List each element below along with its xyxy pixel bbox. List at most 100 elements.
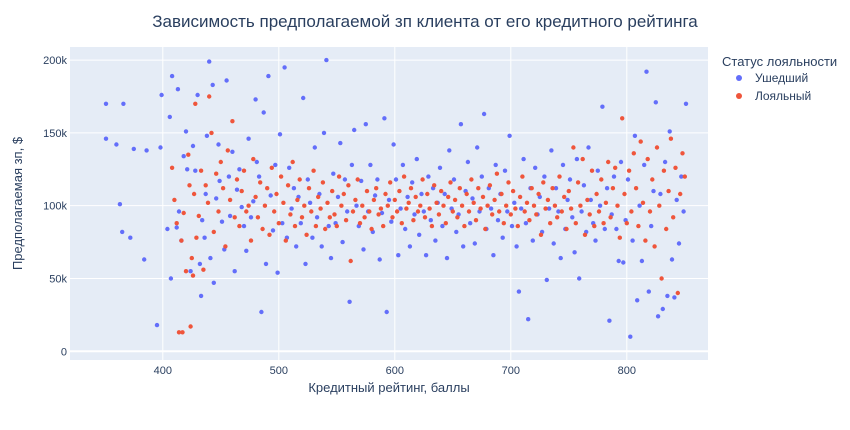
data-point-churned[interactable] [551,241,556,246]
data-point-loyal[interactable] [244,209,249,214]
data-point-loyal[interactable] [522,209,527,214]
data-point-churned[interactable] [261,110,266,115]
data-point-churned[interactable] [114,142,119,147]
data-point-churned[interactable] [676,241,682,246]
data-point-loyal[interactable] [302,203,307,208]
data-point-loyal[interactable] [267,232,272,237]
data-point-churned[interactable] [375,177,380,182]
data-point-loyal[interactable] [339,203,344,208]
data-point-churned[interactable] [131,146,136,152]
data-point-churned[interactable] [217,178,222,184]
data-point-churned[interactable] [230,149,235,154]
data-point-loyal[interactable] [562,194,567,200]
data-point-churned[interactable] [303,261,308,267]
data-point-loyal[interactable] [290,159,295,165]
data-point-churned[interactable] [198,293,204,299]
data-point-churned[interactable] [588,197,593,203]
data-point-loyal[interactable] [205,200,211,205]
data-point-loyal[interactable] [376,212,381,217]
data-point-churned[interactable] [121,101,126,107]
data-point-loyal[interactable] [527,218,532,223]
data-point-loyal[interactable] [383,191,388,197]
data-point-loyal[interactable] [490,212,495,217]
data-point-loyal[interactable] [385,203,390,208]
data-point-churned[interactable] [270,228,276,233]
data-point-loyal[interactable] [617,235,622,240]
data-point-loyal[interactable] [478,206,483,211]
data-point-churned[interactable] [683,101,689,107]
data-point-churned[interactable] [662,159,668,165]
data-point-loyal[interactable] [179,238,184,243]
data-point-churned[interactable] [611,174,617,179]
data-point-loyal[interactable] [292,223,298,229]
data-point-loyal[interactable] [362,215,367,220]
data-point-loyal[interactable] [494,171,500,176]
data-point-loyal[interactable] [325,200,330,205]
data-point-churned[interactable] [607,318,612,323]
data-point-churned[interactable] [546,206,552,211]
data-point-loyal[interactable] [480,194,486,200]
data-point-loyal[interactable] [388,180,393,185]
data-point-loyal[interactable] [571,145,576,150]
data-point-loyal[interactable] [246,203,251,208]
data-point-loyal[interactable] [459,203,465,208]
data-point-churned[interactable] [340,239,345,245]
data-point-loyal[interactable] [311,168,316,173]
data-point-churned[interactable] [253,97,258,102]
data-point-loyal[interactable] [664,226,669,232]
data-point-churned[interactable] [403,226,408,232]
data-point-churned[interactable] [461,244,466,249]
data-point-churned[interactable] [604,186,610,191]
data-point-churned[interactable] [239,204,244,210]
data-point-loyal[interactable] [520,174,525,179]
data-point-churned[interactable] [637,203,642,208]
data-point-loyal[interactable] [169,165,175,170]
data-point-loyal[interactable] [357,221,363,226]
data-point-churned[interactable] [338,140,343,146]
data-point-loyal[interactable] [448,180,453,185]
data-point-churned[interactable] [321,130,327,136]
data-point-churned[interactable] [103,136,109,141]
data-point-loyal[interactable] [640,200,646,205]
data-point-loyal[interactable] [680,151,685,156]
data-point-churned[interactable] [472,241,477,246]
data-point-churned[interactable] [521,156,526,162]
data-point-loyal[interactable] [225,148,230,153]
data-point-churned[interactable] [307,200,313,205]
data-point-loyal[interactable] [673,165,678,170]
data-point-churned[interactable] [681,209,686,214]
data-point-churned[interactable] [658,191,663,197]
data-point-loyal[interactable] [650,177,655,182]
data-point-churned[interactable] [277,132,283,137]
data-point-churned[interactable] [328,255,334,261]
data-point-loyal[interactable] [413,194,418,200]
data-point-churned[interactable] [509,223,515,229]
data-point-loyal[interactable] [343,218,349,223]
data-point-loyal[interactable] [404,206,409,211]
data-point-churned[interactable] [405,194,410,200]
data-point-churned[interactable] [412,212,417,217]
data-point-churned[interactable] [203,191,208,197]
data-point-churned[interactable] [219,219,225,224]
data-point-loyal[interactable] [633,186,639,191]
data-point-loyal[interactable] [624,221,629,226]
data-point-loyal[interactable] [441,203,446,208]
data-point-loyal[interactable] [196,213,201,219]
data-point-churned[interactable] [447,148,452,153]
data-point-churned[interactable] [574,156,580,162]
data-point-loyal[interactable] [216,209,221,214]
data-point-churned[interactable] [649,223,654,229]
data-point-loyal[interactable] [501,221,506,226]
data-point-loyal[interactable] [374,186,379,191]
data-point-churned[interactable] [363,122,368,127]
data-point-loyal[interactable] [620,116,625,121]
data-point-loyal[interactable] [613,165,618,170]
data-point-churned[interactable] [507,133,512,138]
data-point-churned[interactable] [324,57,329,63]
data-point-loyal[interactable] [575,180,581,185]
data-point-loyal[interactable] [381,223,386,229]
data-point-loyal[interactable] [626,168,632,173]
data-point-loyal[interactable] [285,183,291,188]
data-point-churned[interactable] [470,196,475,201]
data-point-loyal[interactable] [334,223,339,229]
